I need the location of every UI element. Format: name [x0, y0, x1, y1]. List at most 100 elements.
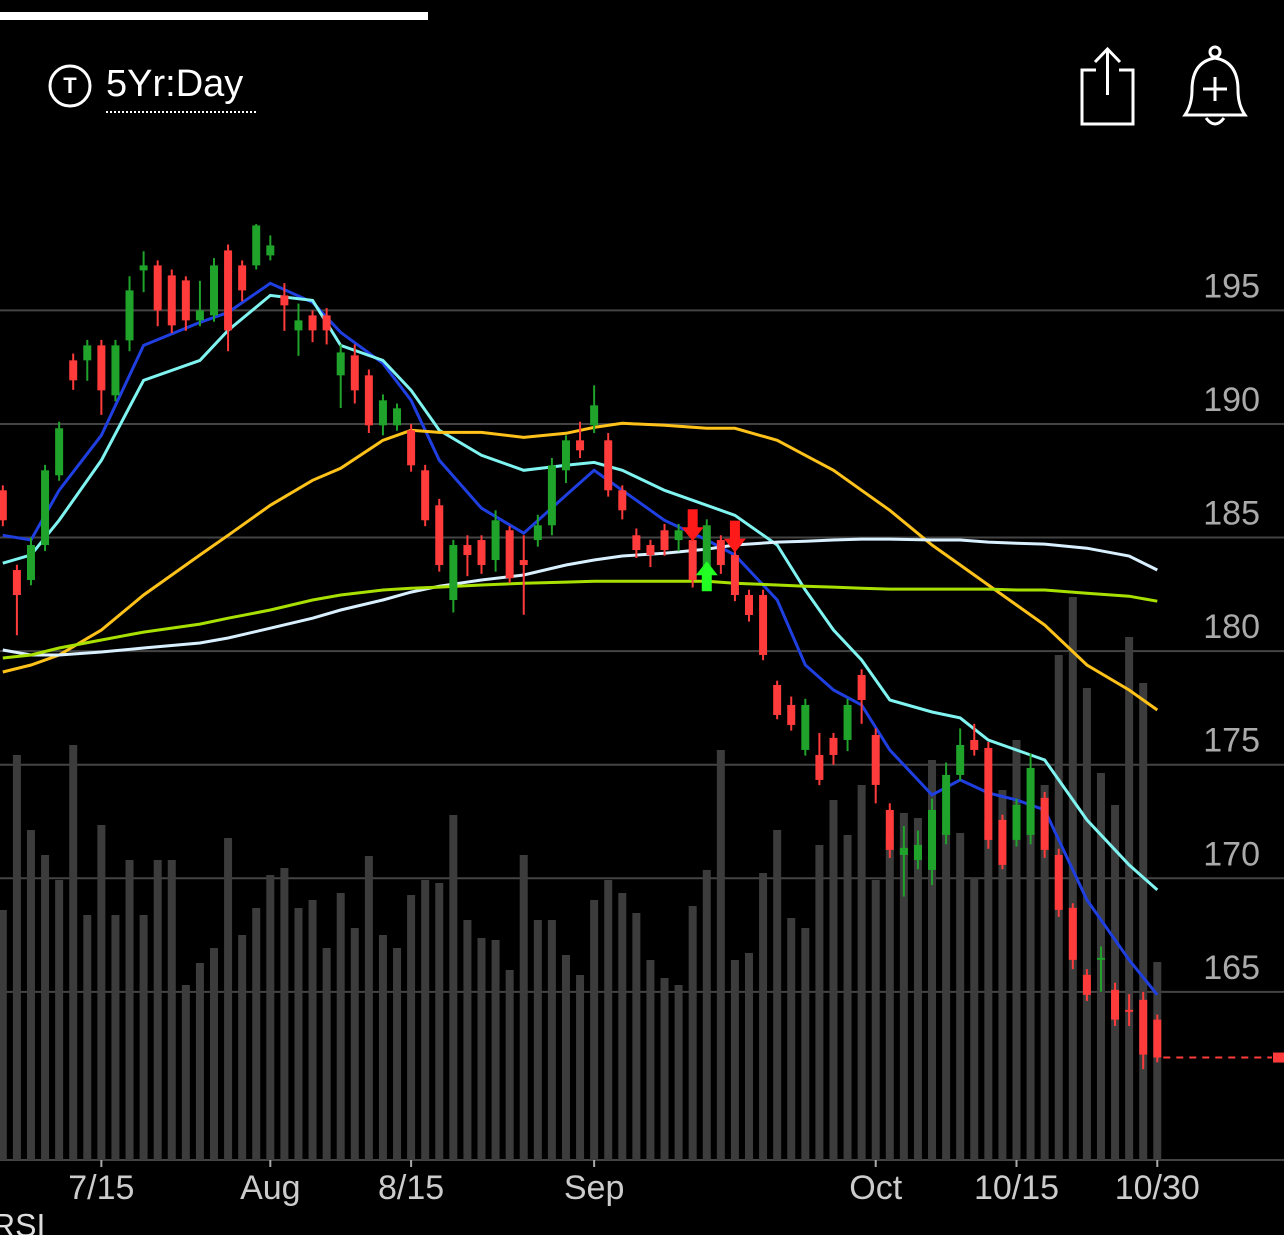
candle-body	[491, 520, 500, 561]
volume-bar	[533, 920, 542, 1160]
volume-bar	[716, 750, 725, 1160]
volume-bar	[674, 985, 683, 1160]
y-tick-label: 170	[1203, 835, 1260, 873]
timeframe-icon	[48, 64, 92, 108]
candle-body	[350, 355, 359, 391]
volume-bar	[280, 868, 289, 1160]
candle-body	[505, 530, 514, 579]
share-button[interactable]	[1080, 46, 1135, 126]
y-tick-label: 180	[1203, 608, 1260, 646]
candle-body	[547, 465, 556, 526]
candle-body	[1153, 1019, 1162, 1058]
candle-body	[12, 570, 21, 596]
candle-body	[801, 704, 810, 750]
candle-body	[238, 265, 247, 291]
volume-bar	[660, 978, 669, 1160]
volume-bar	[913, 818, 922, 1160]
candle-body	[998, 819, 1007, 865]
volume-bar	[928, 760, 937, 1160]
candle-body	[97, 345, 106, 391]
volume-bar	[252, 908, 261, 1160]
candle-body	[590, 405, 599, 426]
candle-body	[787, 704, 796, 725]
buy-signal	[695, 561, 718, 592]
candle-body	[1082, 974, 1091, 995]
volume-bar	[984, 820, 993, 1160]
candle-body	[942, 774, 951, 835]
candle-body	[745, 595, 753, 616]
candle-body	[1096, 957, 1105, 960]
volume-bar	[688, 906, 697, 1160]
volume-bar	[702, 870, 711, 1160]
candle-body	[773, 684, 782, 715]
candle-body	[393, 408, 402, 426]
volume-bar	[646, 960, 655, 1160]
moving-average-line	[2, 421, 1159, 712]
candle-body	[1111, 989, 1120, 1020]
volume-bar	[829, 800, 838, 1160]
volume-bar	[759, 873, 768, 1160]
volume-bar	[153, 860, 162, 1160]
candle-body	[1068, 907, 1077, 960]
volume-bar	[970, 878, 979, 1160]
candle-body	[1040, 797, 1049, 850]
candle-body	[181, 280, 190, 321]
volume-bar	[139, 915, 148, 1160]
volume-bar	[26, 830, 35, 1160]
volume-bar	[604, 880, 613, 1160]
last-price-marker	[1273, 1052, 1284, 1063]
candle-body	[308, 315, 317, 331]
volume-bar	[1125, 637, 1134, 1160]
volume-bar	[83, 915, 92, 1160]
volume-bar	[308, 900, 317, 1160]
volume-bar	[956, 833, 965, 1160]
volume-bar	[815, 845, 824, 1160]
volume-bar	[195, 963, 204, 1160]
volume-bar	[477, 938, 486, 1160]
candle-body	[322, 315, 331, 331]
share-box	[1080, 68, 1135, 126]
volume-bar	[1082, 688, 1091, 1160]
x-tick-label: 7/15	[68, 1169, 134, 1207]
candle-body	[1054, 854, 1063, 910]
volume-bar	[0, 910, 7, 1160]
candle-body	[224, 250, 233, 331]
volume-bar	[41, 855, 50, 1160]
indicator-label: RSI	[0, 1207, 45, 1235]
volume-bar	[632, 913, 641, 1160]
volume-bar	[167, 860, 176, 1160]
volume-bar	[773, 830, 782, 1160]
volume-bar	[899, 813, 908, 1160]
candle-body	[632, 535, 641, 551]
candle-body	[730, 555, 739, 596]
candle-body	[1139, 999, 1148, 1055]
candle-body	[69, 360, 78, 381]
y-tick-label: 175	[1203, 722, 1260, 760]
volume-bar	[1139, 683, 1148, 1160]
candle-body	[646, 545, 655, 556]
volume-bar	[787, 918, 796, 1160]
x-tick-label: Oct	[849, 1169, 902, 1207]
candle-body	[913, 844, 922, 860]
candle-body	[871, 734, 880, 785]
volume-bar	[378, 935, 387, 1160]
volume-bar	[266, 875, 275, 1160]
volume-bar	[12, 755, 21, 1160]
candle-body	[378, 400, 387, 426]
candle-body	[702, 525, 711, 581]
candle-body	[111, 345, 120, 396]
alert-button[interactable]	[1182, 45, 1248, 126]
volume-bar	[998, 790, 1007, 1160]
bell-plus	[1203, 77, 1227, 101]
candle-body	[125, 290, 134, 341]
candle-body	[815, 754, 824, 780]
volume-bar	[1111, 805, 1120, 1160]
candle-body	[928, 809, 937, 870]
candle-body	[55, 428, 64, 476]
timeframe-selector[interactable]: T 5Yr:Day	[48, 63, 257, 113]
volume-bar	[97, 825, 106, 1160]
candle-body	[885, 809, 894, 850]
candle-body	[83, 345, 92, 361]
